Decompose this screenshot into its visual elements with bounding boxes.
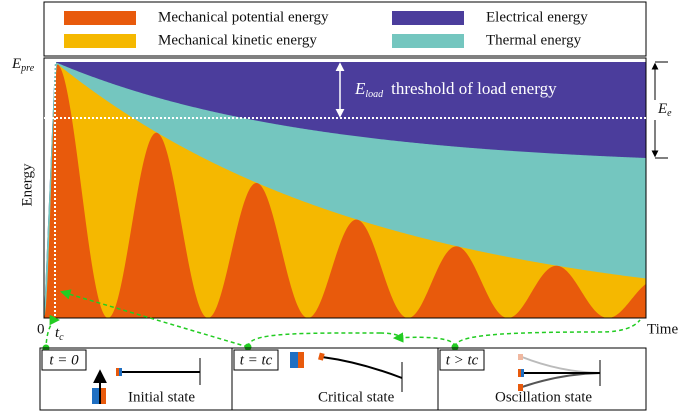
tc-label: tc — [55, 325, 64, 343]
legend-label: Thermal energy — [486, 32, 582, 48]
subscript: c — [59, 332, 64, 343]
link — [248, 333, 380, 347]
legend-label: Mechanical kinetic energy — [158, 32, 317, 48]
epre-label: Epre — [11, 56, 35, 74]
y-axis-label: Energy — [19, 163, 35, 207]
subscript: e — [667, 108, 672, 119]
legend-swatch — [64, 34, 136, 48]
panel-label: Oscillation state — [495, 389, 592, 405]
dot — [452, 344, 459, 351]
subscript: load — [365, 89, 384, 100]
subscript: pre — [20, 63, 35, 74]
dot — [245, 344, 252, 351]
legend-swatch — [64, 11, 136, 25]
symbol: E — [354, 79, 366, 98]
legend-swatch — [392, 34, 464, 48]
panel-label: Critical state — [318, 389, 395, 405]
figure: Mechanical potential energy Mechanical k… — [0, 0, 684, 414]
symbol: E — [657, 101, 667, 117]
symbol: E — [11, 56, 21, 72]
link — [395, 337, 455, 347]
link — [455, 320, 640, 347]
legend-label: Electrical energy — [486, 9, 588, 25]
x-axis-label: Time — [647, 321, 678, 337]
origin-label: 0 — [37, 321, 45, 337]
panel-label: Initial state — [128, 389, 195, 405]
legend-swatch — [392, 11, 464, 25]
annotation: threshold of load energy — [391, 79, 557, 98]
panel-time: t = 0 — [49, 352, 79, 368]
panel-time: t = tc — [240, 352, 273, 368]
ee-label: Ee — [657, 101, 672, 119]
legend-label: Mechanical potential energy — [158, 9, 329, 25]
panel-time: t > tc — [446, 352, 479, 368]
